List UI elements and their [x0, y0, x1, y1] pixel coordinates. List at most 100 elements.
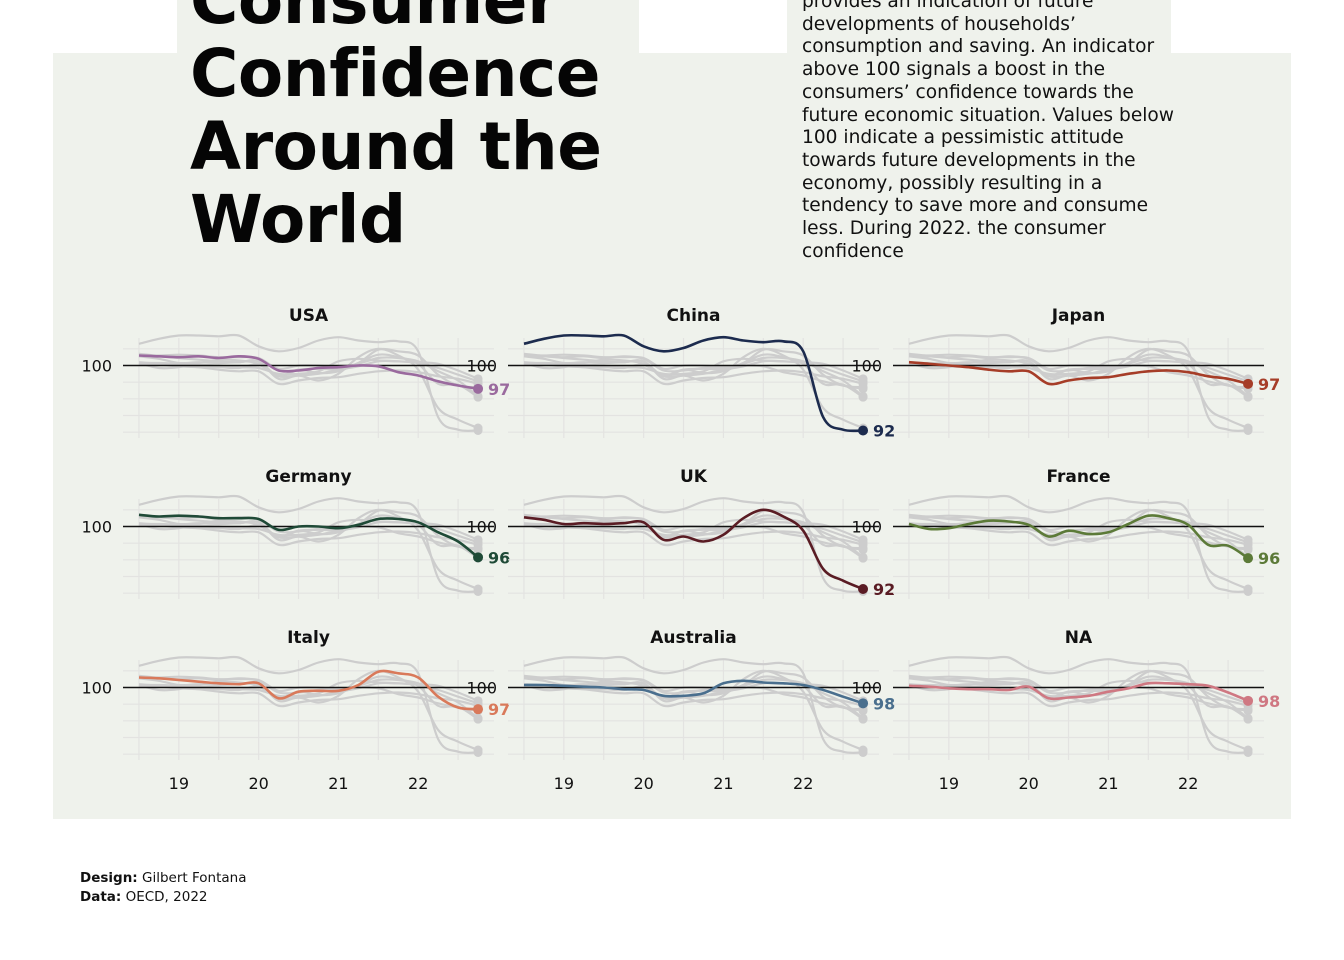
panel-grid: [893, 338, 1264, 438]
context-end-point: [473, 584, 483, 594]
credits: Design: Gilbert Fontana Data: OECD, 2022: [80, 869, 246, 907]
series-line-australia: [523, 679, 864, 705]
context-end-point: [858, 374, 868, 384]
context-end-point: [1243, 535, 1253, 545]
context-series: [908, 655, 1253, 757]
design-credit: Design: Gilbert Fontana: [80, 869, 246, 888]
series-line-na: [908, 681, 1249, 702]
description-text: provides an indication of future develop…: [802, 0, 1175, 262]
context-line: [523, 669, 864, 752]
context-end-point: [858, 553, 868, 563]
y-tick-label: 100: [466, 679, 497, 698]
description-box: [787, 0, 1171, 53]
panel-grid: [508, 660, 879, 760]
panel-china: China 100 92: [466, 306, 895, 441]
title-box: [177, 0, 639, 53]
y-tick-label: 100: [81, 357, 112, 376]
end-value-label: 92: [873, 580, 895, 599]
panel-title: Japan: [1051, 306, 1106, 326]
context-line: [138, 333, 479, 432]
panel-grid: [123, 338, 494, 438]
context-line: [138, 494, 479, 593]
x-tick-label: 21: [1098, 774, 1118, 793]
panel-usa: USA 100 97: [81, 306, 510, 438]
context-end-point: [473, 714, 483, 724]
end-value-label: 96: [1258, 549, 1280, 568]
series-line-japan: [908, 360, 1249, 386]
series-line-china: [523, 333, 864, 433]
panel-title: France: [1046, 467, 1110, 487]
context-end-point: [473, 423, 483, 433]
panel-japan: Japan 100 97: [851, 306, 1280, 438]
context-end-point: [858, 745, 868, 755]
y-tick-label: 100: [81, 518, 112, 537]
series-line-usa: [138, 354, 479, 391]
context-line: [138, 347, 479, 430]
series-end-point: [473, 552, 484, 563]
y-tick-label: 100: [851, 518, 882, 537]
series-end-point: [1243, 695, 1254, 706]
context-line: [908, 347, 1249, 389]
context-end-point: [1243, 392, 1253, 402]
end-value-label: 96: [488, 548, 510, 567]
context-end-point: [858, 535, 868, 545]
end-value-label: 98: [873, 694, 895, 713]
end-value-label: 97: [488, 700, 510, 719]
x-tick-label: 21: [713, 774, 733, 793]
series-end-point: [473, 704, 484, 715]
context-series: [908, 333, 1253, 435]
context-end-point: [858, 714, 868, 724]
panel-title: Germany: [265, 467, 351, 487]
end-value-label: 97: [488, 380, 510, 399]
context-line: [523, 359, 864, 380]
x-tick-label: 20: [633, 774, 653, 793]
panel-uk: UK 100 92: [466, 467, 895, 599]
end-value-label: 97: [1258, 375, 1280, 394]
x-tick-label: 22: [793, 774, 813, 793]
x-tick-label: 19: [939, 774, 959, 793]
x-tick-label: 22: [1178, 774, 1198, 793]
context-line: [908, 669, 1249, 752]
data-credit: Data: OECD, 2022: [80, 888, 246, 907]
y-tick-label: 100: [466, 357, 497, 376]
context-end-point: [473, 696, 483, 706]
context-line: [138, 508, 479, 550]
context-line: [138, 508, 479, 591]
context-end-point: [858, 392, 868, 402]
panel-title: UK: [680, 467, 708, 487]
context-series: [138, 655, 483, 757]
series-end-point: [1243, 378, 1254, 389]
context-line: [523, 655, 864, 754]
panel-grid: [123, 499, 494, 599]
panel-title: NA: [1065, 628, 1093, 648]
context-line: [908, 508, 1249, 550]
y-tick-label: 100: [851, 679, 882, 698]
series-end-point: [858, 698, 869, 709]
x-tick-label: 21: [328, 774, 348, 793]
design-label: Design:: [80, 870, 138, 886]
x-tick-label: 19: [554, 774, 574, 793]
end-value-label: 98: [1258, 692, 1280, 711]
panel-germany: Germany 100 96: [81, 467, 510, 599]
context-series: [138, 333, 483, 435]
x-tick-label: 20: [1018, 774, 1038, 793]
context-line: [138, 359, 479, 380]
context-line: [908, 347, 1249, 430]
context-line: [523, 520, 864, 541]
context-line: [908, 655, 1249, 754]
context-line: [138, 655, 479, 754]
y-tick-label: 100: [851, 357, 882, 376]
context-end-point: [1243, 714, 1253, 724]
y-tick-label: 100: [81, 679, 112, 698]
context-end-point: [473, 392, 483, 402]
panel-title: USA: [289, 306, 329, 326]
context-line: [908, 494, 1249, 593]
context-line: [908, 520, 1249, 541]
series-line-uk: [523, 508, 864, 591]
context-end-point: [473, 535, 483, 545]
context-end-point: [1243, 423, 1253, 433]
series-line-italy: [138, 669, 479, 711]
